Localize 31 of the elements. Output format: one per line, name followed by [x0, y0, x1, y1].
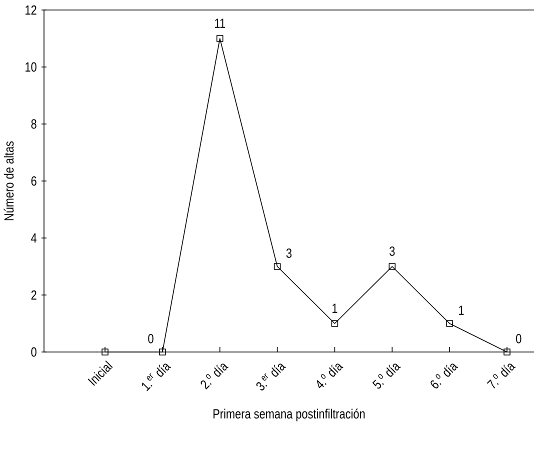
point: [504, 348, 510, 356]
x-tick-label: 5.$^{o}$ día: [372, 364, 401, 389]
x-tick-label: 3.$^{er}$ día: [256, 364, 286, 390]
y-tick-label: 4: [31, 233, 37, 243]
x-tick-label: 7.$^{o}$ día: [486, 364, 516, 388]
point: [102, 348, 108, 356]
point: [216, 35, 224, 42]
y-tick-label: 0: [31, 347, 36, 357]
data-label: 3: [286, 248, 292, 258]
y-axis-title: Número de altas: [4, 141, 14, 220]
x-axis-title: Primera semana postinfiltración: [214, 408, 365, 422]
point: [388, 263, 396, 270]
x-tick-label: 4.$^{o}$ día: [316, 364, 344, 388]
y-tick-label: 12: [26, 5, 36, 15]
data-label: 0: [516, 334, 522, 344]
point: [446, 320, 453, 327]
data-label: 3: [390, 246, 395, 256]
point: [274, 263, 281, 270]
x-tick-label: 6.$^{o}$ día: [430, 364, 458, 388]
data-label: 1: [459, 306, 464, 315]
data-label: 11: [215, 18, 226, 28]
y-tick-label: 10: [26, 62, 36, 72]
y-tick-label: 2: [31, 290, 36, 300]
x-tick-label: 1.$^{er}$ día: [142, 364, 172, 392]
x-tick-label: 2.$^{o}$ día: [200, 364, 229, 390]
y-tick-label: 6: [31, 176, 36, 186]
data-label: 0: [148, 334, 154, 344]
point: [159, 348, 166, 356]
data-label: 1: [332, 304, 338, 313]
point: [331, 320, 338, 327]
y-tick-label: 8: [31, 119, 36, 129]
